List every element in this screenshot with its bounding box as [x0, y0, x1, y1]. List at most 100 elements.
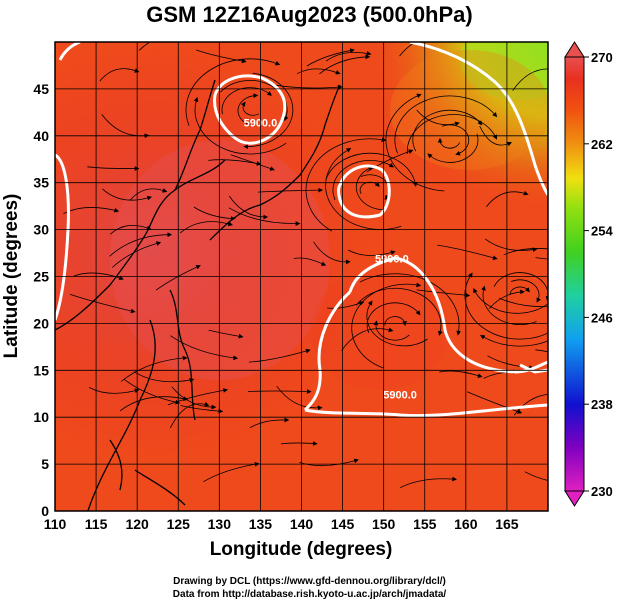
credit-data: Data from http://database.rish.kyoto-u.a… [172, 589, 447, 600]
streamline [180, 405, 224, 414]
streamline [503, 248, 548, 256]
y-tick-label: 40 [33, 128, 49, 144]
y-tick-label: 20 [33, 315, 49, 331]
streamline [524, 471, 548, 481]
streamline [412, 109, 483, 152]
streamline [203, 461, 260, 483]
streamline [359, 181, 380, 195]
streamline [437, 244, 498, 261]
streamline [427, 133, 479, 163]
streamline [437, 137, 460, 149]
streamline [155, 265, 201, 291]
x-tick-label: 115 [85, 516, 108, 532]
streamline [439, 370, 483, 378]
x-tick-label: 165 [495, 516, 519, 532]
streamline [486, 190, 529, 207]
streamline [240, 101, 259, 116]
x-tick-label: 160 [454, 516, 478, 532]
streamline [319, 54, 371, 75]
colorbar-top-arrow [564, 41, 585, 58]
streamline [366, 302, 421, 333]
streamline [220, 80, 289, 122]
temperature-field [55, 42, 548, 511]
streamlines [63, 42, 548, 488]
streamline [119, 396, 189, 412]
colorbar-gradient [564, 56, 585, 492]
streamline [473, 288, 548, 314]
streamline [325, 152, 418, 187]
contour-label: 5900.0 [383, 389, 417, 401]
colorbar-bottom-arrow [564, 490, 585, 507]
streamline [293, 257, 327, 266]
streamline [355, 166, 384, 211]
y-tick-labels: 0 5 10 15 20 25 30 35 40 45 [33, 81, 49, 519]
streamline [73, 272, 124, 281]
colorbar-ticks: 230 238 246 254 262 270 [584, 50, 613, 499]
colorbar: 230 238 246 254 262 270 [564, 41, 613, 507]
streamline [169, 401, 210, 429]
streamline [237, 93, 259, 126]
x-tick-label: 125 [167, 516, 191, 532]
streamline [257, 187, 324, 193]
streamline [110, 224, 152, 235]
streamline [512, 68, 548, 91]
x-tick-label: 130 [208, 516, 232, 532]
streamline [167, 388, 229, 406]
streamline [87, 166, 140, 171]
streamline [193, 96, 287, 155]
streamline [99, 68, 140, 82]
colorbar-tick-label: 254 [591, 224, 613, 239]
streamline [384, 316, 407, 327]
x-axis-label: Longitude (degrees) [210, 539, 393, 560]
streamline [102, 188, 153, 201]
streamline [170, 335, 239, 361]
streamline [509, 286, 530, 296]
streamline [180, 221, 234, 234]
streamline [385, 93, 445, 192]
x-tick-label: 110 [44, 516, 67, 532]
x-tick-label: 120 [125, 516, 149, 532]
streamline [196, 49, 247, 64]
streamline [124, 379, 181, 405]
streamline [208, 329, 244, 339]
streamline [373, 320, 410, 341]
y-tick-label: 30 [33, 222, 49, 238]
streamline [305, 137, 387, 232]
streamline [171, 386, 217, 410]
streamline [88, 387, 140, 394]
colorbar-tick-label: 270 [591, 50, 613, 65]
map-title: GSM 12Z16Aug2023 (500.0hPa) [146, 2, 473, 27]
streamline [464, 272, 548, 340]
streamline [230, 154, 275, 171]
streamline [130, 188, 168, 200]
y-tick-label: 5 [41, 456, 49, 472]
streamline [313, 241, 351, 265]
y-tick-label: 35 [33, 175, 49, 191]
streamline [221, 87, 272, 115]
streamline [485, 238, 538, 253]
streamline [366, 149, 414, 173]
streamline [228, 195, 269, 220]
x-tick-label: 150 [372, 516, 396, 532]
y-tick-label: 45 [33, 81, 49, 97]
colorbar-tick-label: 262 [591, 137, 613, 152]
credit-drawing: Drawing by DCL (https://www.gfd-dennou.o… [173, 576, 446, 587]
streamline [276, 385, 323, 411]
y-tick-label: 15 [33, 362, 49, 378]
streamline [185, 58, 281, 126]
streamline [355, 287, 443, 336]
streamline [498, 297, 548, 308]
streamline [351, 282, 422, 369]
streamline [480, 334, 548, 347]
streamline [510, 279, 541, 303]
streamline [296, 68, 341, 75]
streamline [133, 371, 195, 383]
streamline [399, 42, 417, 57]
colorbar-tick-label: 230 [591, 484, 613, 499]
streamline [193, 206, 236, 221]
x-tick-label: 135 [249, 516, 273, 532]
streamline [249, 417, 290, 429]
y-tick-label: 10 [33, 409, 49, 425]
streamline [348, 249, 396, 256]
